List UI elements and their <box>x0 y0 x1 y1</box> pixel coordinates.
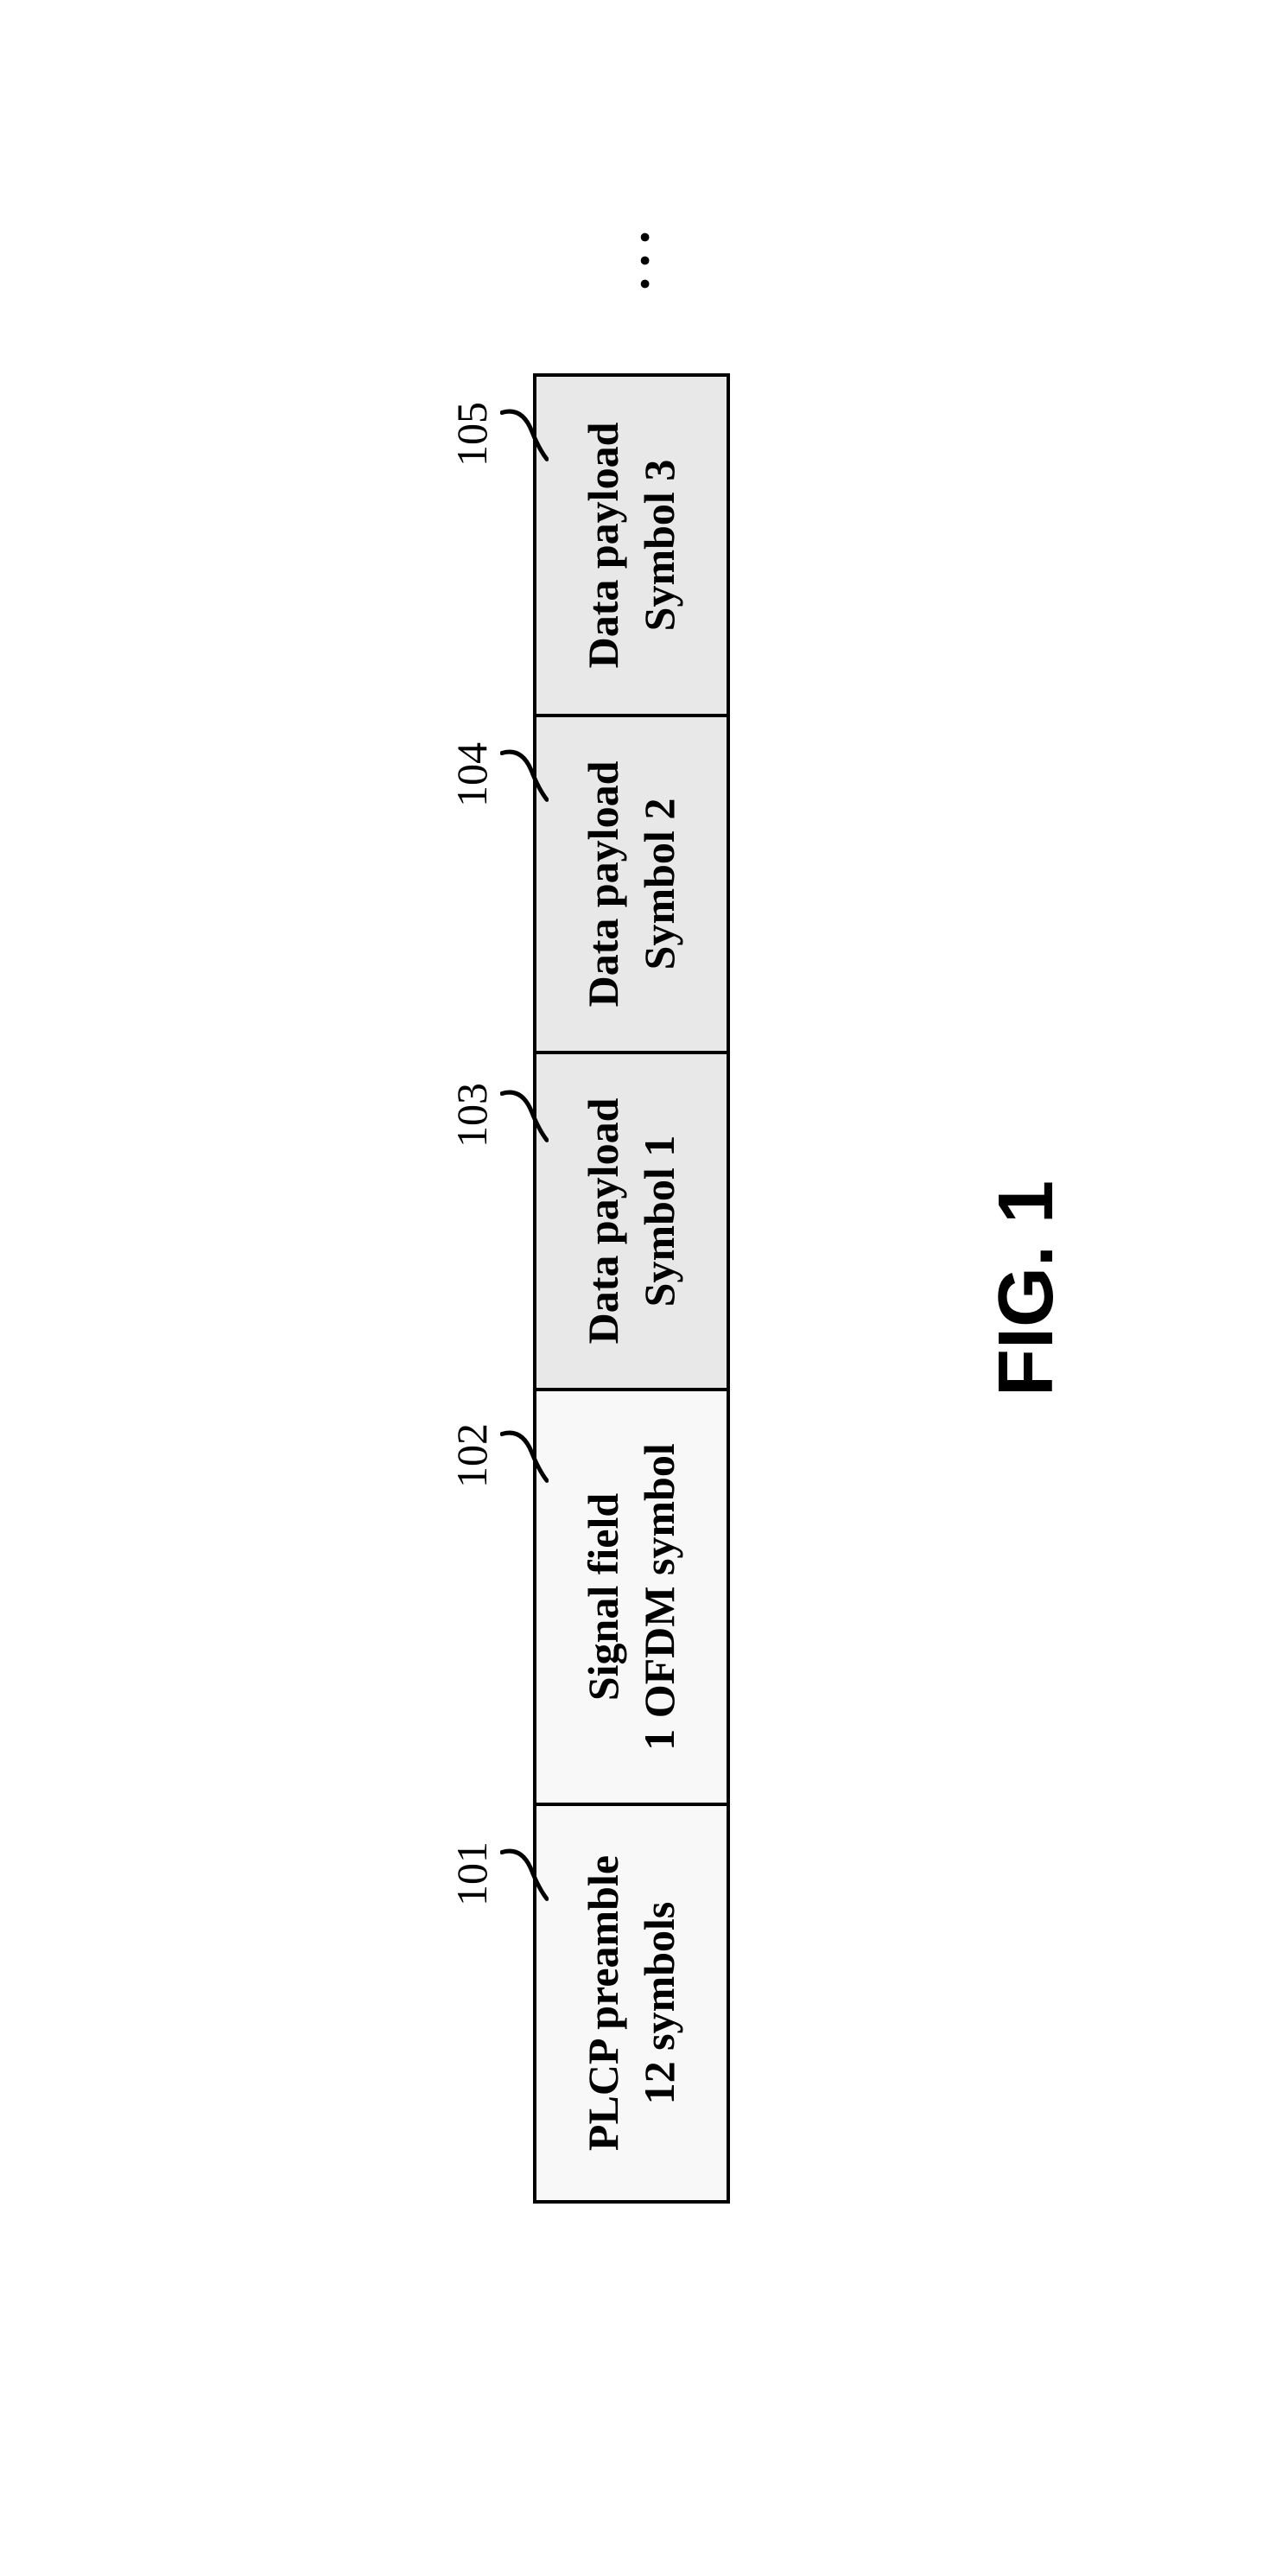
callout-hook-icon <box>500 1084 549 1145</box>
cell-line1: Signal field <box>575 1492 632 1700</box>
callout-102: 102 <box>447 1423 549 1488</box>
cell-line1: Data payload <box>575 1097 632 1344</box>
cell-line2: Symbol 1 <box>632 1135 688 1307</box>
cell-signal: Signal field1 OFDM symbol <box>536 1388 727 1803</box>
callout-hook-icon <box>500 404 549 464</box>
callout-label: 101 <box>447 1841 497 1906</box>
callout-104: 104 <box>447 742 549 807</box>
figure-caption: FIG. 1 <box>982 1180 1071 1396</box>
frame-diagram: PLCP preamble12 symbolsSignal field1 OFD… <box>533 373 730 2204</box>
cell-payload1: Data payloadSymbol 1 <box>536 1051 727 1388</box>
cell-payload2: Data payloadSymbol 2 <box>536 714 727 1051</box>
callout-103: 103 <box>447 1083 549 1148</box>
callout-label: 104 <box>447 742 497 807</box>
callout-hook-icon <box>500 1843 549 1904</box>
callout-label: 105 <box>447 402 497 467</box>
frame-container: PLCP preamble12 symbolsSignal field1 OFD… <box>533 373 730 2204</box>
cell-line2: Symbol 2 <box>632 798 688 970</box>
callout-hook-icon <box>500 1425 549 1485</box>
continuation-ellipsis: ... <box>602 220 662 290</box>
frame-row: PLCP preamble12 symbolsSignal field1 OFD… <box>533 373 730 2204</box>
callout-label: 103 <box>447 1083 497 1148</box>
callout-label: 102 <box>447 1423 497 1488</box>
callout-105: 105 <box>447 402 549 467</box>
cell-payload3: Data payloadSymbol 3 <box>536 377 727 714</box>
callout-101: 101 <box>447 1841 549 1906</box>
callout-hook-icon <box>500 744 549 805</box>
cell-line2: 12 symbols <box>632 1901 688 2104</box>
cell-line2: 1 OFDM symbol <box>632 1443 688 1751</box>
cell-line1: PLCP preamble <box>575 1854 632 2150</box>
cell-line1: Data payload <box>575 422 632 668</box>
cell-line2: Symbol 3 <box>632 459 688 631</box>
cell-line1: Data payload <box>575 760 632 1007</box>
cell-preamble: PLCP preamble12 symbols <box>536 1803 727 2200</box>
